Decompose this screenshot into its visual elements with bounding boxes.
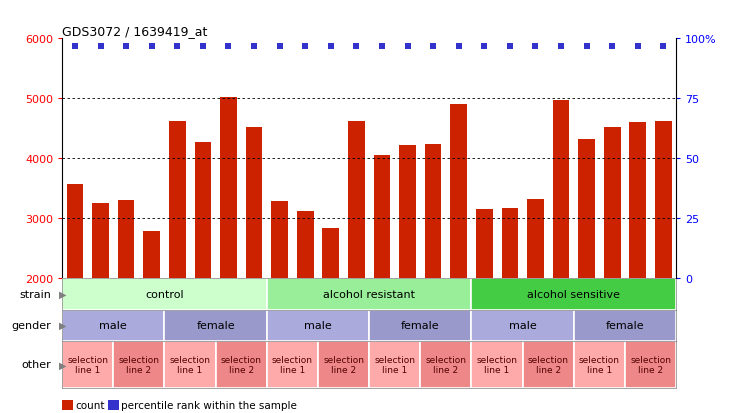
Text: male: male (99, 320, 127, 330)
Bar (574, 310, 676, 341)
Text: female: female (401, 320, 439, 330)
Text: GDS3072 / 1639419_at: GDS3072 / 1639419_at (62, 25, 208, 38)
Text: selection
line 2: selection line 2 (528, 355, 569, 374)
Text: selection
line 1: selection line 1 (579, 355, 620, 374)
Bar (113, 341, 164, 388)
Text: ▶: ▶ (58, 359, 66, 370)
Bar (471, 310, 574, 341)
Text: selection
line 1: selection line 1 (272, 355, 313, 374)
Text: selection
line 2: selection line 2 (118, 355, 159, 374)
Text: selection
line 1: selection line 1 (374, 355, 415, 374)
Bar (164, 310, 267, 341)
Text: gender: gender (12, 320, 51, 330)
Bar (369, 341, 420, 388)
Bar (527, 200, 544, 279)
Text: ▶: ▶ (58, 289, 66, 299)
Text: female: female (197, 320, 235, 330)
Bar (501, 209, 518, 279)
Text: selection
line 2: selection line 2 (425, 355, 466, 374)
Bar (318, 341, 369, 388)
Bar (420, 341, 471, 388)
Bar (348, 122, 365, 279)
Bar (216, 341, 267, 388)
Bar (297, 212, 314, 279)
Bar (92, 204, 109, 279)
Text: selection
line 2: selection line 2 (221, 355, 262, 374)
Bar (604, 128, 621, 279)
Bar (369, 310, 471, 341)
Bar (194, 142, 211, 279)
Text: male: male (304, 320, 332, 330)
Text: alcohol resistant: alcohol resistant (323, 289, 415, 299)
Bar (62, 310, 164, 341)
Text: control: control (145, 289, 183, 299)
Text: selection
line 2: selection line 2 (630, 355, 671, 374)
Bar (267, 279, 471, 310)
Bar (629, 123, 646, 279)
Bar (574, 341, 625, 388)
Bar (267, 341, 318, 388)
Bar (523, 341, 574, 388)
Bar (118, 200, 135, 279)
Text: ▶: ▶ (58, 320, 66, 330)
Text: percentile rank within the sample: percentile rank within the sample (121, 400, 298, 410)
Text: female: female (606, 320, 644, 330)
Bar (553, 100, 569, 279)
Bar (169, 122, 186, 279)
Bar (625, 341, 676, 388)
Text: selection
line 1: selection line 1 (477, 355, 518, 374)
Bar (246, 127, 262, 279)
Bar (425, 145, 442, 279)
Text: selection
line 1: selection line 1 (67, 355, 108, 374)
Bar (476, 210, 493, 279)
Bar (62, 341, 113, 388)
Bar (267, 310, 369, 341)
Bar (471, 341, 523, 388)
Bar (164, 341, 216, 388)
Bar (62, 279, 267, 310)
Bar (220, 98, 237, 279)
Bar (399, 146, 416, 279)
Text: alcohol sensitive: alcohol sensitive (527, 289, 621, 299)
Bar (374, 155, 390, 279)
Bar (471, 279, 676, 310)
Text: selection
line 1: selection line 1 (170, 355, 211, 374)
Text: selection
line 2: selection line 2 (323, 355, 364, 374)
Text: count: count (75, 400, 105, 410)
Bar (322, 228, 339, 279)
Bar (655, 122, 672, 279)
Bar (578, 140, 595, 279)
Text: strain: strain (19, 289, 51, 299)
Bar (143, 231, 160, 279)
Bar (271, 202, 288, 279)
Text: male: male (509, 320, 537, 330)
Bar (450, 105, 467, 279)
Bar (67, 184, 83, 279)
Text: other: other (21, 359, 51, 370)
